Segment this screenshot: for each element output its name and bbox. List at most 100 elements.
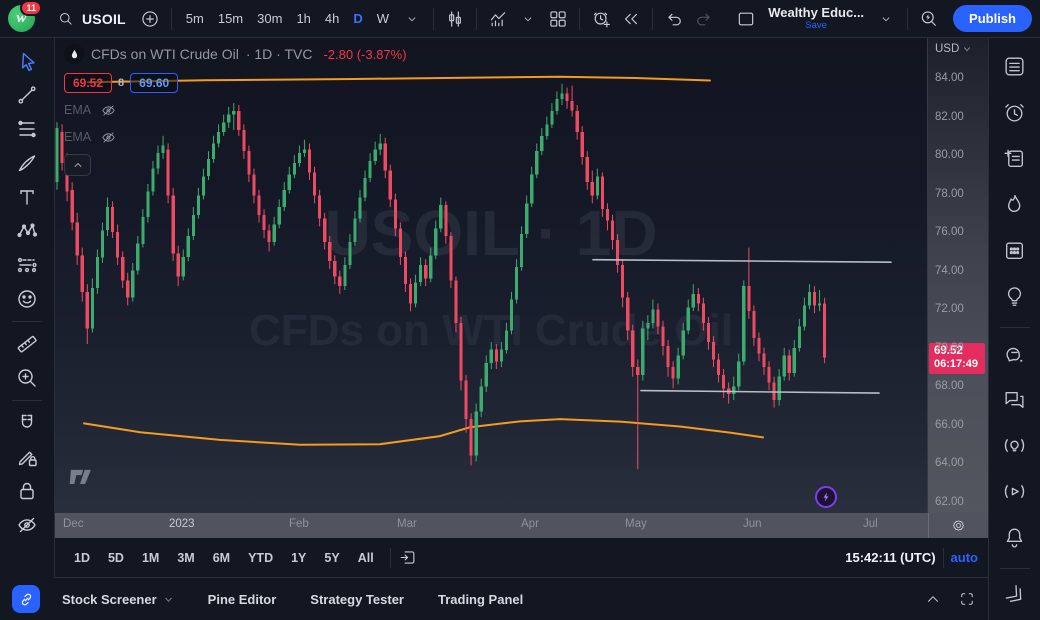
panel-maximize-icon[interactable]	[958, 590, 976, 608]
trend-line	[640, 389, 880, 394]
time-axis[interactable]: Dec 2023 Feb Mar Apr May Jun Jul	[55, 513, 988, 538]
notifications-bell-icon[interactable]	[995, 517, 1035, 557]
range-6m[interactable]: 6M	[212, 550, 231, 565]
link-sync-icon[interactable]	[12, 585, 40, 613]
layout-chevron-down-icon[interactable]	[872, 5, 900, 33]
save-label: Save	[805, 20, 827, 32]
alerts-icon[interactable]	[995, 92, 1035, 132]
lock-drawings-icon[interactable]	[8, 474, 46, 508]
ma-line-top	[87, 75, 711, 84]
price-change: -2.80 (-3.87%)	[323, 46, 407, 62]
layout-name-menu[interactable]: Wealthy Educ... Save	[762, 6, 870, 31]
minds-icon[interactable]	[995, 333, 1035, 373]
publish-button[interactable]: Publish	[953, 5, 1032, 32]
range-1m[interactable]: 1M	[141, 550, 160, 565]
timeframe-30m[interactable]: 30m	[257, 10, 283, 26]
magnet-icon[interactable]	[8, 406, 46, 440]
currency-selector[interactable]: USD	[935, 43, 972, 55]
fib-retracement-icon[interactable]	[8, 112, 46, 146]
chat-icon[interactable]	[995, 379, 1035, 419]
bar-countdown: 06:17:49	[934, 358, 979, 371]
buy-price-button[interactable]: 69.60	[130, 73, 179, 93]
tab-pine-editor[interactable]: Pine Editor	[207, 591, 277, 607]
timeframe-chevron-down-icon[interactable]	[398, 5, 426, 33]
timeframe-1h[interactable]: 1h	[296, 10, 311, 26]
indicators-icon[interactable]	[484, 5, 512, 33]
price-axis[interactable]: USD 69.52 06:17:49 84.00 82.00 80.00 78.00 7…	[928, 38, 988, 513]
go-to-date-icon[interactable]	[398, 548, 417, 567]
range-5y[interactable]: 5Y	[324, 550, 340, 565]
undo-icon[interactable]	[660, 5, 688, 33]
tradingview-watermark-logo[interactable]	[69, 467, 101, 491]
bar-replay-icon[interactable]	[617, 5, 645, 33]
tab-strategy-tester[interactable]: Strategy Tester	[310, 591, 404, 607]
eye-off-icon[interactable]	[100, 102, 117, 119]
boost-bolt-badge[interactable]	[815, 486, 837, 508]
quick-search-icon[interactable]	[915, 5, 943, 33]
tab-stock-screener[interactable]: Stock Screener	[62, 592, 174, 607]
symbol-search-button[interactable]: USOIL	[47, 5, 134, 33]
price-tick-label: 82.00	[935, 110, 964, 123]
candle-style-icon[interactable]	[441, 5, 469, 33]
range-all[interactable]: All	[357, 550, 374, 565]
timeframe-d[interactable]: D	[353, 10, 363, 26]
ma-line-bottom	[83, 418, 764, 446]
chart-pane[interactable]: USOIL · 1D CFDs on WTI Crude Oil CFDs on…	[55, 38, 928, 513]
watchlist-icon[interactable]	[995, 46, 1035, 86]
range-ytd[interactable]: YTD	[248, 550, 274, 565]
hide-drawings-icon[interactable]	[8, 508, 46, 542]
bottom-panel: Stock Screener Pine Editor Strategy Tester…	[0, 578, 988, 620]
collapse-sidebar-icon[interactable]	[995, 574, 1035, 614]
time-tick-label: 2023	[169, 518, 195, 530]
zoom-in-icon[interactable]	[8, 361, 46, 395]
alert-add-icon[interactable]	[587, 5, 615, 33]
xabcd-pattern-icon[interactable]	[8, 214, 46, 248]
timeframe-w[interactable]: W	[376, 10, 390, 26]
cursor-icon[interactable]	[8, 44, 46, 78]
ideas-icon[interactable]	[995, 276, 1035, 316]
panel-expand-chevron-up-icon[interactable]	[924, 590, 942, 608]
journal-icon[interactable]	[995, 138, 1035, 178]
indicator-label-ema-2[interactable]: EMA	[64, 130, 92, 144]
ruler-icon[interactable]	[8, 327, 46, 361]
symbol-interval-exchange[interactable]: · 1D · TVC	[245, 46, 313, 62]
tab-trading-panel[interactable]: Trading Panel	[437, 591, 524, 607]
layout-rect-icon[interactable]	[732, 5, 760, 33]
trend-line-icon[interactable]	[8, 78, 46, 112]
timeframe-4h[interactable]: 4h	[324, 10, 340, 26]
divider	[652, 7, 654, 30]
calendar-icon[interactable]	[995, 230, 1035, 270]
divider	[433, 7, 435, 30]
live-ideas-icon[interactable]	[995, 425, 1035, 465]
chart-settings-gear-icon[interactable]	[928, 513, 988, 538]
divider	[389, 547, 391, 568]
sell-price-button[interactable]: 69.52	[64, 73, 113, 93]
emoji-icon[interactable]	[8, 282, 46, 316]
price-tick-label: 62.00	[935, 496, 964, 508]
redo-icon[interactable]	[690, 5, 718, 33]
layout-grid-icon[interactable]	[544, 5, 572, 33]
indicator-label-ema-1[interactable]: EMA	[64, 103, 92, 117]
range-3m[interactable]: 3M	[177, 550, 195, 565]
user-menu-button[interactable]: w 11	[8, 0, 42, 32]
range-1y[interactable]: 1Y	[291, 550, 307, 565]
chart-legend: CFDs on WTI Crude Oil · 1D · TVC -2.80 (…	[64, 44, 407, 176]
compare-add-icon[interactable]	[136, 5, 164, 33]
range-1d[interactable]: 1D	[74, 550, 90, 565]
timeframe-5m[interactable]: 5m	[185, 10, 204, 26]
hotlists-icon[interactable]	[995, 184, 1035, 224]
forecast-icon[interactable]	[8, 248, 46, 282]
indicators-chevron-down-icon[interactable]	[514, 5, 542, 33]
drawing-mode-icon[interactable]	[8, 440, 46, 474]
streams-icon[interactable]	[995, 471, 1035, 511]
symbol-description[interactable]: CFDs on WTI Crude Oil	[91, 46, 239, 62]
brush-icon[interactable]	[8, 146, 46, 180]
range-5d[interactable]: 5D	[107, 550, 124, 565]
symbol-name: USOIL	[82, 10, 126, 27]
legend-collapse-button[interactable]	[64, 154, 91, 176]
eye-off-icon[interactable]	[100, 129, 117, 146]
clock-utc[interactable]: 15:42:11 (UTC)	[845, 550, 936, 565]
auto-scale-toggle[interactable]: auto	[950, 550, 978, 565]
timeframe-15m[interactable]: 15m	[217, 10, 244, 26]
text-icon[interactable]	[8, 180, 46, 214]
